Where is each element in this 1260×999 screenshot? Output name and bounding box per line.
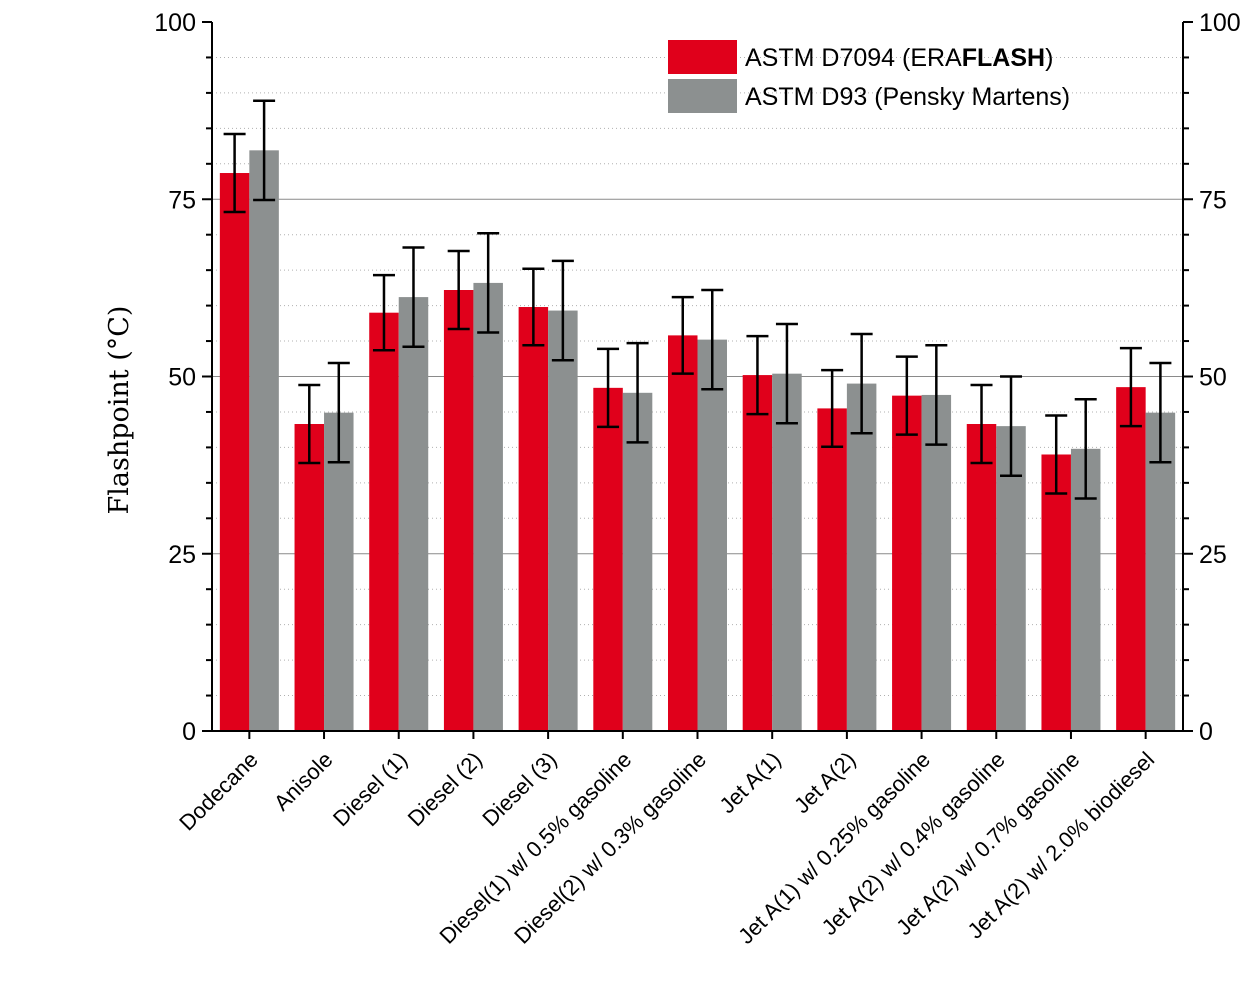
bar-pensky-martens-4: [548, 310, 578, 731]
bar-pensky-martens-6: [697, 339, 727, 731]
y-tick-label-right: 50: [1199, 364, 1227, 392]
bar-eraflash-5: [593, 387, 623, 731]
y-tick-label-right: 100: [1199, 9, 1241, 37]
legend-label-pensky-martens: ASTM D93 (Pensky Martens): [745, 83, 1070, 111]
bar-pensky-martens-0: [249, 150, 279, 732]
y-tick-label-left: 0: [182, 718, 196, 746]
bar-eraflash-8: [817, 408, 847, 731]
x-tick-label: Anisole: [269, 747, 338, 816]
error-bars: [223, 99, 1172, 500]
bar-pensky-martens-7: [772, 373, 802, 731]
y-tick-label-left: 50: [168, 364, 196, 392]
y-tick-label-left: 100: [154, 9, 196, 37]
bar-eraflash-7: [742, 375, 773, 731]
y-tick-label-left: 25: [168, 541, 196, 569]
bar-eraflash-4: [518, 307, 549, 731]
bar-eraflash-9: [892, 395, 922, 731]
bar-eraflash-3: [443, 290, 474, 731]
y-tick-label-right: 25: [1199, 541, 1227, 569]
bar-pensky-martens-1: [324, 412, 354, 731]
bar-pensky-martens-3: [473, 282, 503, 731]
legend-swatch-eraflash: [668, 40, 737, 74]
bar-pensky-martens-5: [622, 392, 653, 731]
bar-eraflash-2: [369, 312, 399, 731]
bar-pensky-martens-2: [398, 297, 429, 731]
x-tick-label: Jet A(1): [714, 747, 785, 818]
bars: [219, 150, 1176, 732]
bar-eraflash-11: [1041, 454, 1071, 731]
bar-pensky-martens-12: [1145, 412, 1176, 731]
bar-eraflash-12: [1116, 387, 1146, 731]
y-tick-label-right: 75: [1199, 186, 1227, 214]
bar-pensky-martens-8: [846, 383, 877, 731]
x-tick-label: Jet A(2): [789, 747, 860, 818]
legend: ASTM D7094 (ERAFLASH) ASTM D93 (Pensky M…: [668, 40, 1070, 113]
x-tick-label: Dodecane: [174, 747, 263, 836]
bar-eraflash-0: [219, 173, 250, 732]
bar-eraflash-1: [294, 424, 325, 731]
axes: [202, 21, 1193, 739]
legend-swatch-pensky-martens: [668, 79, 737, 113]
x-tick-label: Diesel (2): [403, 747, 487, 831]
y-axis-label: Flashpoint (°C): [104, 306, 135, 515]
bar-eraflash-6: [668, 335, 698, 731]
bar-pensky-martens-9: [921, 394, 952, 731]
legend-label-eraflash: ASTM D7094 (ERAFLASH): [745, 44, 1053, 72]
y-tick-label-left: 75: [168, 186, 196, 214]
y-tick-label-right: 0: [1199, 718, 1213, 746]
bar-eraflash-10: [966, 424, 997, 731]
x-tick-label: Diesel (1): [328, 747, 412, 831]
